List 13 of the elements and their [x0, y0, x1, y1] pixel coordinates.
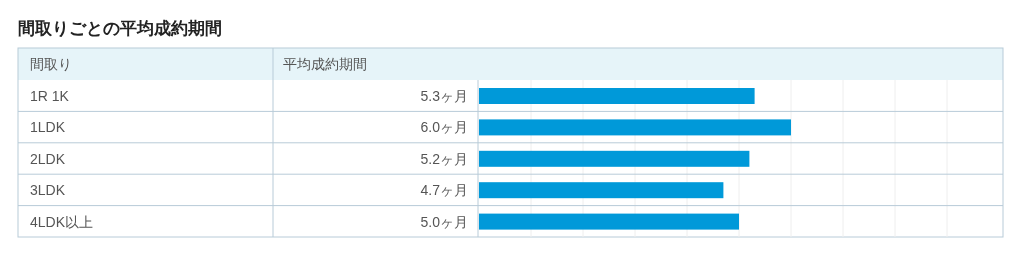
- data-label: 4.7ヶ月: [420, 182, 468, 199]
- y-tick-label: 1R 1K: [30, 88, 70, 104]
- y-tick-label: 2LDK: [30, 150, 66, 167]
- data-label: 5.3ヶ月: [420, 88, 468, 104]
- data-label: 5.0ヶ月: [420, 213, 468, 230]
- data-label: 6.0ヶ月: [420, 119, 468, 136]
- x-axis-title: 平均成約期間: [283, 56, 367, 72]
- y-tick-label: 1LDK: [30, 119, 66, 136]
- y-tick-label: 4LDK以上: [30, 213, 94, 230]
- data-label: 5.2ヶ月: [420, 150, 468, 167]
- y-axis-title: 間取り: [30, 56, 72, 72]
- text: 間取りごとの平均成約期間: [18, 19, 222, 38]
- y-tick-label: 3LDK: [30, 182, 66, 199]
